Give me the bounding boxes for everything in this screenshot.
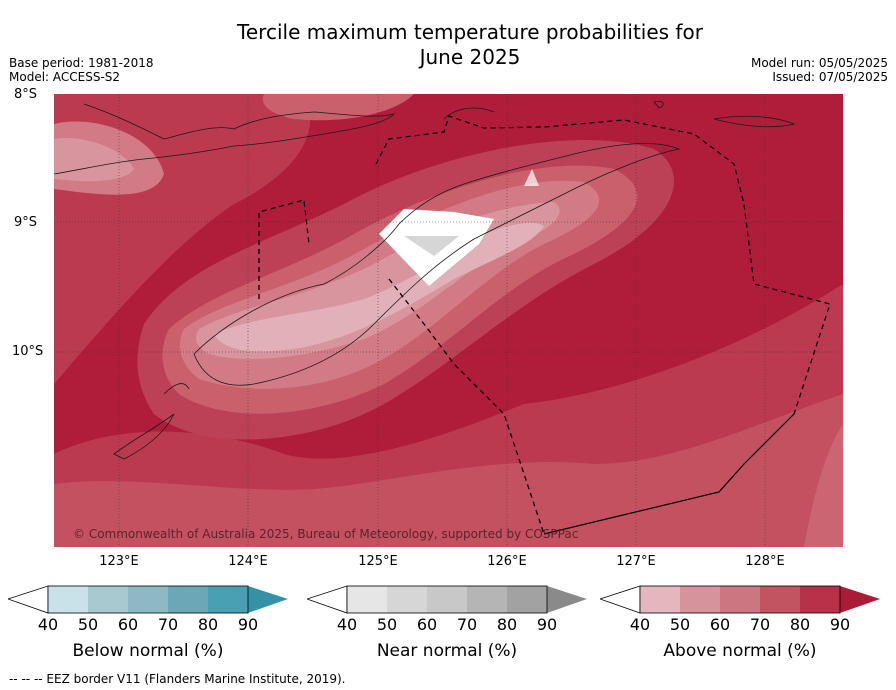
map-title: Tercile maximum temperature probabilitie… [0, 20, 896, 70]
tick-below-90: 90 [237, 615, 259, 634]
colorbar-swatch [347, 586, 387, 613]
lon-label-124e: 124°E [228, 554, 268, 569]
colorbar-label-below: Below normal (%) [72, 641, 224, 661]
colorbar-label-near: Near normal (%) [376, 641, 518, 661]
title-line-1: Tercile maximum temperature probabilitie… [237, 20, 703, 44]
tick-near-80: 80 [496, 615, 518, 634]
tick-near-60: 60 [416, 615, 438, 634]
probability-map [54, 94, 843, 547]
lat-label-10s: 10°S [12, 344, 44, 359]
colorbar-swatch [128, 586, 168, 613]
model-name: Model: ACCESS-S2 [9, 70, 121, 84]
colorbar-swatch [168, 586, 208, 613]
colorbar-swatch [88, 586, 128, 613]
tick-below-50: 50 [77, 615, 99, 634]
tick-above-60: 60 [709, 615, 731, 634]
colorbar-swatch [720, 586, 760, 613]
eez-solid-segment [543, 413, 795, 535]
colorbar-swatch [48, 586, 88, 613]
meta-left: Base period: 1981-2018 Model: ACCESS-S2 [9, 56, 154, 84]
colorbar-below-normal [8, 585, 288, 614]
tick-below-40: 40 [37, 615, 59, 634]
copyright-notice: © Commonwealth of Australia 2025, Bureau… [73, 527, 579, 541]
title-line-2: June 2025 [419, 45, 521, 69]
colorbar-swatch [427, 586, 467, 613]
tick-above-90: 90 [829, 615, 851, 634]
tick-above-50: 50 [669, 615, 691, 634]
tick-above-70: 70 [749, 615, 771, 634]
tick-above-80: 80 [789, 615, 811, 634]
eez-border [258, 115, 831, 535]
tick-near-40: 40 [336, 615, 358, 634]
colorbar-swatch [387, 586, 427, 613]
colorbar-swatch [507, 586, 547, 613]
meta-right: Model run: 05/05/2025 Issued: 07/05/2025 [751, 56, 888, 84]
white-spot-east [524, 169, 539, 186]
tick-near-50: 50 [376, 615, 398, 634]
colorbar-swatch [547, 586, 587, 613]
lat-label-9s: 9°S [14, 215, 38, 230]
colorbar-swatch [800, 586, 840, 613]
lat-label-8s: 8°S [14, 87, 38, 102]
tick-near-90: 90 [536, 615, 558, 634]
tick-near-70: 70 [456, 615, 478, 634]
colorbar-swatch [467, 586, 507, 613]
lon-label-127e: 127°E [616, 554, 656, 569]
model-run: Model run: 05/05/2025 [750, 56, 888, 70]
colorbar-near-normal [307, 585, 587, 614]
tick-below-70: 70 [157, 615, 179, 634]
near-normal-40 [404, 236, 459, 256]
lon-label-126e: 126°E [487, 554, 527, 569]
coastlines [54, 100, 796, 460]
colorbar-swatch [208, 586, 248, 613]
lon-label-128e: 128°E [745, 554, 785, 569]
colorbar-swatch [640, 586, 680, 613]
colorbar-above-normal [600, 585, 880, 614]
contour-70-se [804, 424, 843, 547]
colorbar-swatch [248, 586, 288, 613]
colorbar-swatch [760, 586, 800, 613]
grid-lines [54, 94, 843, 547]
colorbar-swatch [840, 586, 880, 613]
lon-label-125e: 125°E [358, 554, 398, 569]
contour-north-70 [262, 94, 414, 121]
tick-above-40: 40 [629, 615, 651, 634]
issued-date: Issued: 07/05/2025 [772, 70, 888, 84]
colorbar-swatch [680, 586, 720, 613]
contour-70-sw [54, 394, 843, 547]
tick-below-60: 60 [117, 615, 139, 634]
base-period: Base period: 1981-2018 [9, 56, 154, 70]
eez-legend-footer: -- -- -- EEZ border V11 (Flanders Marine… [9, 672, 346, 686]
colorbar-label-above: Above normal (%) [663, 641, 817, 661]
tick-below-80: 80 [197, 615, 219, 634]
lon-label-123e: 123°E [99, 554, 139, 569]
